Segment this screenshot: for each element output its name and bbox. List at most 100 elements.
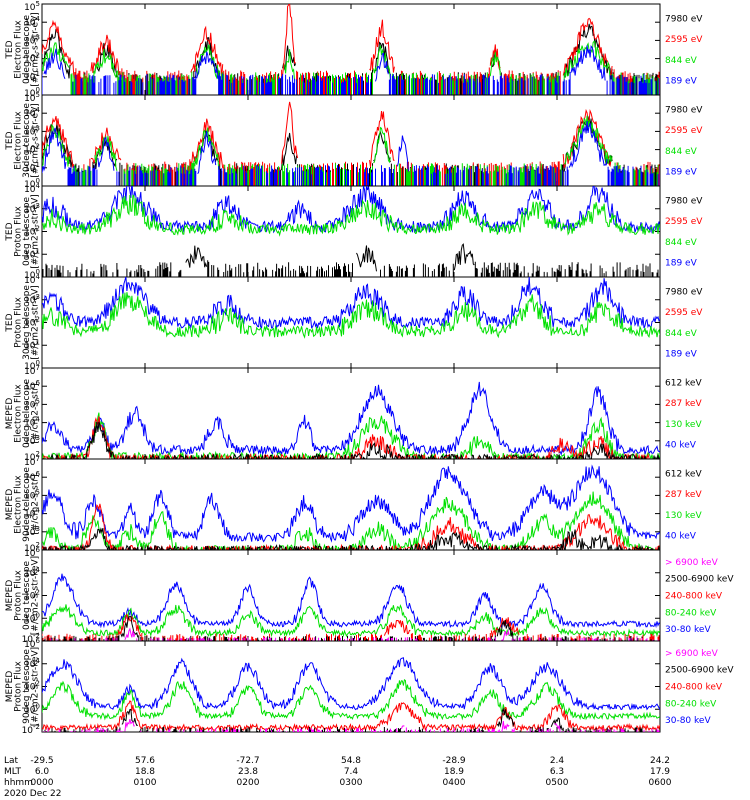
y-axis-label: TEDProton Flux0deg telescope[#/cm2-s-str… [5, 194, 41, 269]
series-line-189-ev [42, 277, 660, 330]
legend-entry: 189 eV [665, 77, 698, 87]
legend-entry: 240-800 keV [665, 592, 723, 602]
panel-data [42, 186, 660, 277]
x-tick-label-lat: -28.9 [442, 756, 466, 766]
legend-entry: 7980 eV [665, 14, 703, 24]
legend-entry: 2595 eV [665, 308, 703, 318]
legend-entry: 612 keV [665, 469, 702, 479]
x-tick-label-hhmm: 0100 [134, 778, 157, 788]
x-tick-label-hhmm: 0600 [649, 778, 672, 788]
legend-entry: 7980 eV [665, 287, 703, 297]
y-tick-label: 104 [24, 15, 40, 28]
legend-entry: 2500-6900 keV [665, 575, 734, 585]
y-tick-label: 105 [24, 91, 40, 104]
y-axis-label: TEDProton Flux30deg telescope[#/cm2-s-st… [5, 285, 41, 360]
legend-entry: 2595 eV [665, 217, 703, 227]
y-tick-label: 107 [24, 455, 40, 468]
y-tick-label: 106 [24, 637, 40, 650]
y-tick-label: 104 [24, 416, 40, 429]
x-tick-label-lat: 54.8 [341, 756, 361, 766]
x-tick-label-hhmm: 0000 [31, 778, 54, 788]
legend-entry: 7980 eV [665, 196, 703, 206]
y-tick-label: 105 [24, 488, 40, 501]
series-line-40-kev [42, 464, 660, 543]
legend-entry: 844 eV [665, 238, 698, 248]
y-axis-label: MEPEDElectron Flux90deg telescope[#/cm2-… [5, 467, 41, 542]
legend-entry: > 6900 keV [665, 558, 719, 568]
legend-entry: 612 keV [665, 378, 702, 388]
y-tick-label: 102 [24, 225, 40, 238]
y-tick-label: 104 [24, 106, 40, 119]
row-label-hhmm: hhmm [4, 778, 33, 788]
x-tick-label-mlt: 18.8 [135, 767, 155, 777]
y-tick-label: 10-2 [22, 723, 40, 736]
row-label-mlt: MLT [4, 767, 22, 777]
y-tick-label: 101 [24, 338, 40, 351]
y-tick-label: 100 [24, 268, 40, 281]
panel-data [42, 101, 660, 186]
legend-entry: 80-240 keV [665, 699, 717, 709]
series-line-80-240-kev [42, 604, 660, 638]
legend-entry: 189 eV [665, 350, 698, 360]
series-line-612-kev [42, 527, 660, 550]
x-tick-label-mlt: 6.3 [550, 767, 564, 777]
panel-frame [41, 549, 661, 642]
legend-entry: 844 eV [665, 56, 698, 66]
y-tick-label: 104 [24, 566, 40, 579]
y-tick-label: 102 [24, 52, 40, 65]
row-label-lat: Lat [4, 756, 19, 766]
legend-entry: 189 eV [665, 168, 698, 178]
series-line-7980-ev [42, 243, 659, 277]
series-line-612-kev [42, 421, 660, 459]
panel-data [42, 573, 660, 641]
legend-entry: 844 eV [665, 147, 698, 157]
panel-data [42, 381, 660, 459]
y-tick-label: 10-2 [22, 632, 40, 645]
legend-entry: 30-80 keV [665, 716, 711, 726]
y-tick-label: 101 [24, 247, 40, 260]
y-tick-label: 107 [24, 364, 40, 377]
series-line-844-ev [42, 292, 660, 339]
legend-entry: 80-240 keV [665, 608, 717, 618]
y-tick-label: 100 [24, 702, 40, 715]
series-line-240-800-kev [42, 700, 660, 732]
y-tick-label: 101 [24, 161, 40, 174]
x-tick-label-mlt: 23.8 [238, 767, 258, 777]
legend-entry: > 6900 keV [665, 649, 719, 659]
x-tick-label-hhmm: 0200 [237, 778, 260, 788]
legend-entry: 287 keV [665, 399, 702, 409]
y-tick-label: 106 [24, 546, 40, 559]
legend-entry: 40 keV [665, 441, 697, 451]
y-axis-label: MEPEDElectron Flux0deg telescope[#/cm2-s… [5, 379, 41, 449]
legend-entry: 287 keV [665, 490, 702, 500]
legend-entry: 30-80 keV [665, 625, 711, 635]
panel-data [42, 464, 660, 550]
y-tick-label: 105 [24, 397, 40, 410]
x-tick-label-mlt: 18.9 [444, 767, 464, 777]
y-tick-label: 102 [24, 450, 40, 463]
series-line--6900-kev [42, 718, 660, 732]
series-line-40-kev [42, 381, 660, 457]
y-tick-label: 104 [24, 657, 40, 670]
x-tick-label-lat: -72.7 [236, 756, 259, 766]
x-tick-label-lat: 24.2 [650, 756, 670, 766]
y-tick-label: 103 [24, 33, 40, 46]
series-line-30-80-kev [42, 657, 660, 711]
y-tick-label: 104 [24, 507, 40, 520]
y-tick-label: 104 [24, 182, 40, 195]
date-label: 2020 Dec 22 [4, 789, 62, 799]
x-tick-label-lat: 2.4 [550, 756, 565, 766]
y-tick-label: 102 [24, 589, 40, 602]
legend-entry: 2500-6900 keV [665, 666, 734, 676]
series-line-189-ev [42, 121, 660, 186]
legend-entry: 130 keV [665, 420, 702, 430]
y-tick-label: 100 [24, 611, 40, 624]
y-tick-label: 100 [24, 359, 40, 372]
legend-entry: 7980 eV [665, 105, 703, 115]
